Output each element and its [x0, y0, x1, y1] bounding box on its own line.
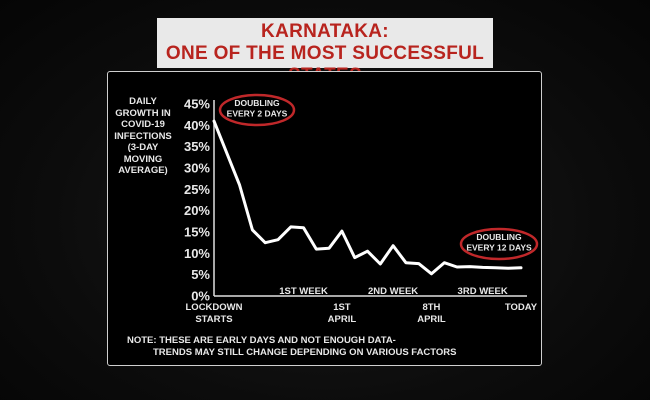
y-tick-label: 20%	[184, 203, 210, 218]
y-tick-label: 15%	[184, 225, 210, 240]
annotation-label: DOUBLING	[476, 232, 522, 242]
x-tick-label: TODAY	[505, 302, 538, 313]
y-tick-label: 0%	[191, 289, 210, 304]
y-axis-label-line: (3-DAY	[127, 142, 159, 153]
x-tick-label: APRIL	[417, 314, 446, 325]
series-line	[212, 119, 523, 276]
y-axis-label-line: DAILY	[129, 96, 157, 107]
x-tick-label: 3RD WEEK	[458, 286, 508, 297]
y-axis-label-line: GROWTH IN	[115, 107, 171, 119]
annotation-label: EVERY 2 DAYS	[227, 109, 288, 119]
y-tick-label: 35%	[184, 139, 210, 154]
annotation-label: DOUBLING	[234, 98, 280, 108]
title-banner: KARNATAKA: ONE OF THE MOST SUCCESSFUL ST…	[157, 18, 493, 86]
annotation-ring	[218, 93, 296, 127]
note-line-2: TRENDS MAY STILL CHANGE DEPENDING ON VAR…	[153, 347, 457, 358]
y-tick-label: 25%	[184, 182, 210, 197]
x-tick-label: 1ST WEEK	[279, 286, 328, 297]
x-tick-label: 1ST	[333, 302, 351, 313]
y-tick-label: 30%	[184, 161, 210, 176]
x-tick-label: APRIL	[328, 314, 357, 325]
x-tick-label: LOCKDOWN	[186, 302, 243, 313]
chart-panel	[107, 71, 542, 366]
x-tick-label: STARTS	[195, 314, 232, 325]
title-line-1: KARNATAKA:	[261, 21, 389, 42]
y-axis-label: DAILY GROWTH IN COVID-19 INFECTIONS (3-D…	[112, 96, 174, 177]
x-tick-label: 2ND WEEK	[368, 286, 418, 297]
x-tick-label: 8TH	[422, 302, 440, 313]
annotation-label: EVERY 12 DAYS	[466, 243, 532, 253]
y-axis-label-line: COVID-19	[121, 119, 165, 130]
note-line-1: NOTE: THESE ARE EARLY DAYS AND NOT ENOUG…	[127, 335, 396, 346]
chart-note: NOTE: THESE ARE EARLY DAYS AND NOT ENOUG…	[127, 335, 527, 359]
y-tick-label: 10%	[184, 246, 210, 261]
y-axis-label-line: INFECTIONS	[114, 130, 172, 142]
y-axis-label-line: AVERAGE)	[118, 165, 168, 176]
y-tick-label: 5%	[191, 267, 210, 282]
y-axis-label-line: MOVING	[123, 153, 163, 165]
y-tick-label: 40%	[184, 118, 210, 133]
annotation-ring	[459, 227, 539, 261]
y-tick-label: 45%	[184, 97, 210, 112]
